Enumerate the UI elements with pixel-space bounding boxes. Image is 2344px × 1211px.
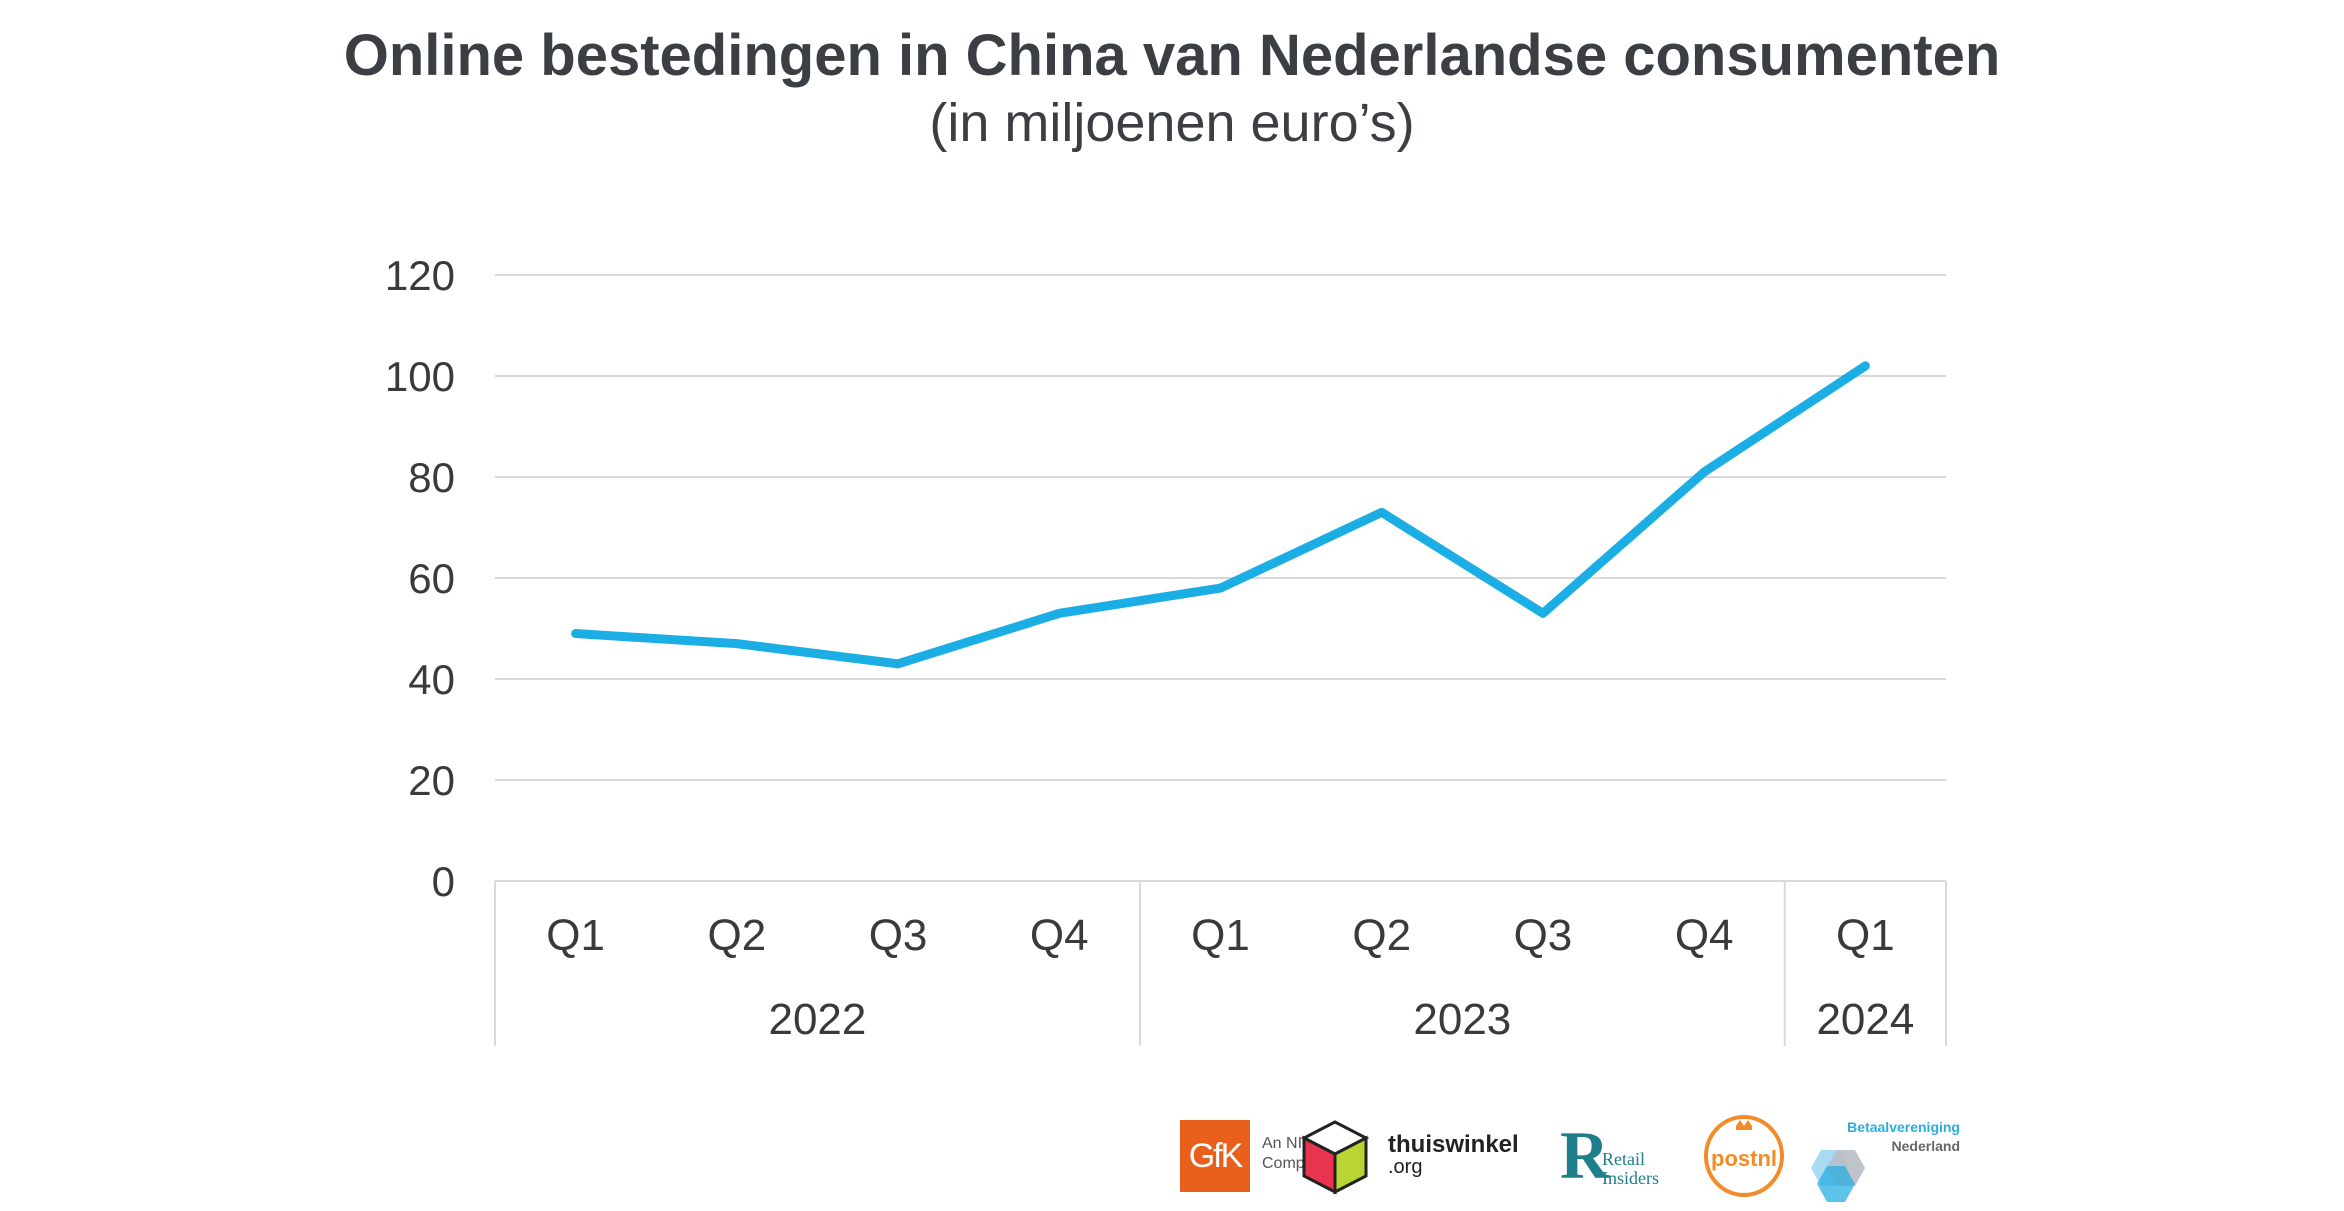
betaalvereniging-line1: Betaalvereniging: [1840, 1118, 1960, 1137]
y-tick-label: 20: [408, 757, 455, 804]
x-group-label: 2023: [1413, 995, 1511, 1044]
y-axis-ticks: 0 20 40 60 80 100 120: [385, 252, 455, 905]
x-tick-label: Q3: [1514, 911, 1573, 960]
x-tick-label: Q4: [1030, 911, 1089, 960]
x-tick-label: Q2: [1352, 911, 1411, 960]
x-tick-label: Q1: [1191, 911, 1250, 960]
y-tick-label: 60: [408, 555, 455, 602]
x-tick-label: Q1: [546, 911, 605, 960]
x-axis: [495, 881, 1946, 1046]
betaalvereniging-wordmark: Betaalvereniging Nederland: [1840, 1118, 1960, 1156]
y-tick-label: 0: [432, 858, 455, 905]
series-line: [576, 366, 1866, 664]
x-tick-label: Q3: [869, 911, 928, 960]
betaalvereniging-line2: Nederland: [1840, 1137, 1960, 1156]
series: [576, 366, 1866, 664]
x-axis-ticks: Q1 Q2 Q3 Q4 Q1 Q2 Q3 Q4 Q1 2022 2023 2024: [546, 911, 1914, 1044]
x-tick-label: Q4: [1675, 911, 1734, 960]
gridlines: [495, 275, 1946, 881]
y-tick-label: 120: [385, 252, 455, 299]
x-tick-label: Q2: [707, 911, 766, 960]
betaalvereniging-logo: Betaalvereniging Nederland: [1170, 1110, 1970, 1210]
y-tick-label: 100: [385, 353, 455, 400]
x-tick-label: Q1: [1836, 911, 1895, 960]
x-group-label: 2024: [1816, 995, 1914, 1044]
y-tick-label: 40: [408, 656, 455, 703]
y-tick-label: 80: [408, 454, 455, 501]
x-group-label: 2022: [768, 995, 866, 1044]
sponsor-logos: GfK An NIQ Company thuiswinkel .org R Re…: [1170, 1110, 2320, 1210]
